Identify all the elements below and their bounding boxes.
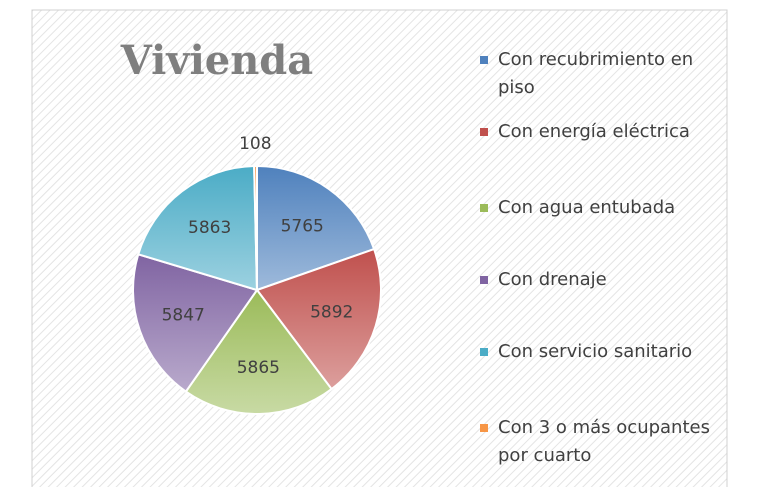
legend-item: Con recubrimiento en piso xyxy=(480,46,712,102)
pie-slice xyxy=(132,253,259,393)
chart-title: Vivienda xyxy=(120,37,313,84)
legend-swatch xyxy=(480,276,488,284)
legend-swatch xyxy=(480,128,488,136)
data-label: 5765 xyxy=(281,216,324,236)
pie-slice xyxy=(255,247,382,391)
legend-label: Con servicio sanitario xyxy=(498,341,693,362)
data-label: 5892 xyxy=(310,303,353,323)
legend-item: Con agua entubada xyxy=(480,194,675,222)
data-label: 5865 xyxy=(237,358,280,378)
legend-item: Con servicio sanitario xyxy=(480,338,692,366)
legend-swatch xyxy=(480,204,488,212)
legend-label: Con energía eléctrica xyxy=(498,121,690,142)
pie-slice xyxy=(184,288,333,415)
data-label: 5863 xyxy=(188,218,231,238)
legend-label: Con recubrimiento en piso xyxy=(498,49,694,98)
legend-item: Con energía eléctrica xyxy=(480,118,690,146)
pie-slice xyxy=(253,164,258,291)
data-label: 5847 xyxy=(162,306,205,326)
legend-label: Con drenaje xyxy=(498,269,607,290)
legend-label: Con agua entubada xyxy=(498,197,676,218)
legend-swatch xyxy=(480,348,488,356)
legend-swatch xyxy=(480,424,488,432)
legend-swatch xyxy=(480,56,488,64)
legend-label: Con 3 o más ocupantes por cuarto xyxy=(498,417,710,466)
legend-item: Con 3 o más ocupantes por cuarto xyxy=(480,414,712,470)
pie-slice xyxy=(137,165,259,292)
data-label: 108 xyxy=(239,134,271,154)
legend-item: Con drenaje xyxy=(480,266,607,294)
